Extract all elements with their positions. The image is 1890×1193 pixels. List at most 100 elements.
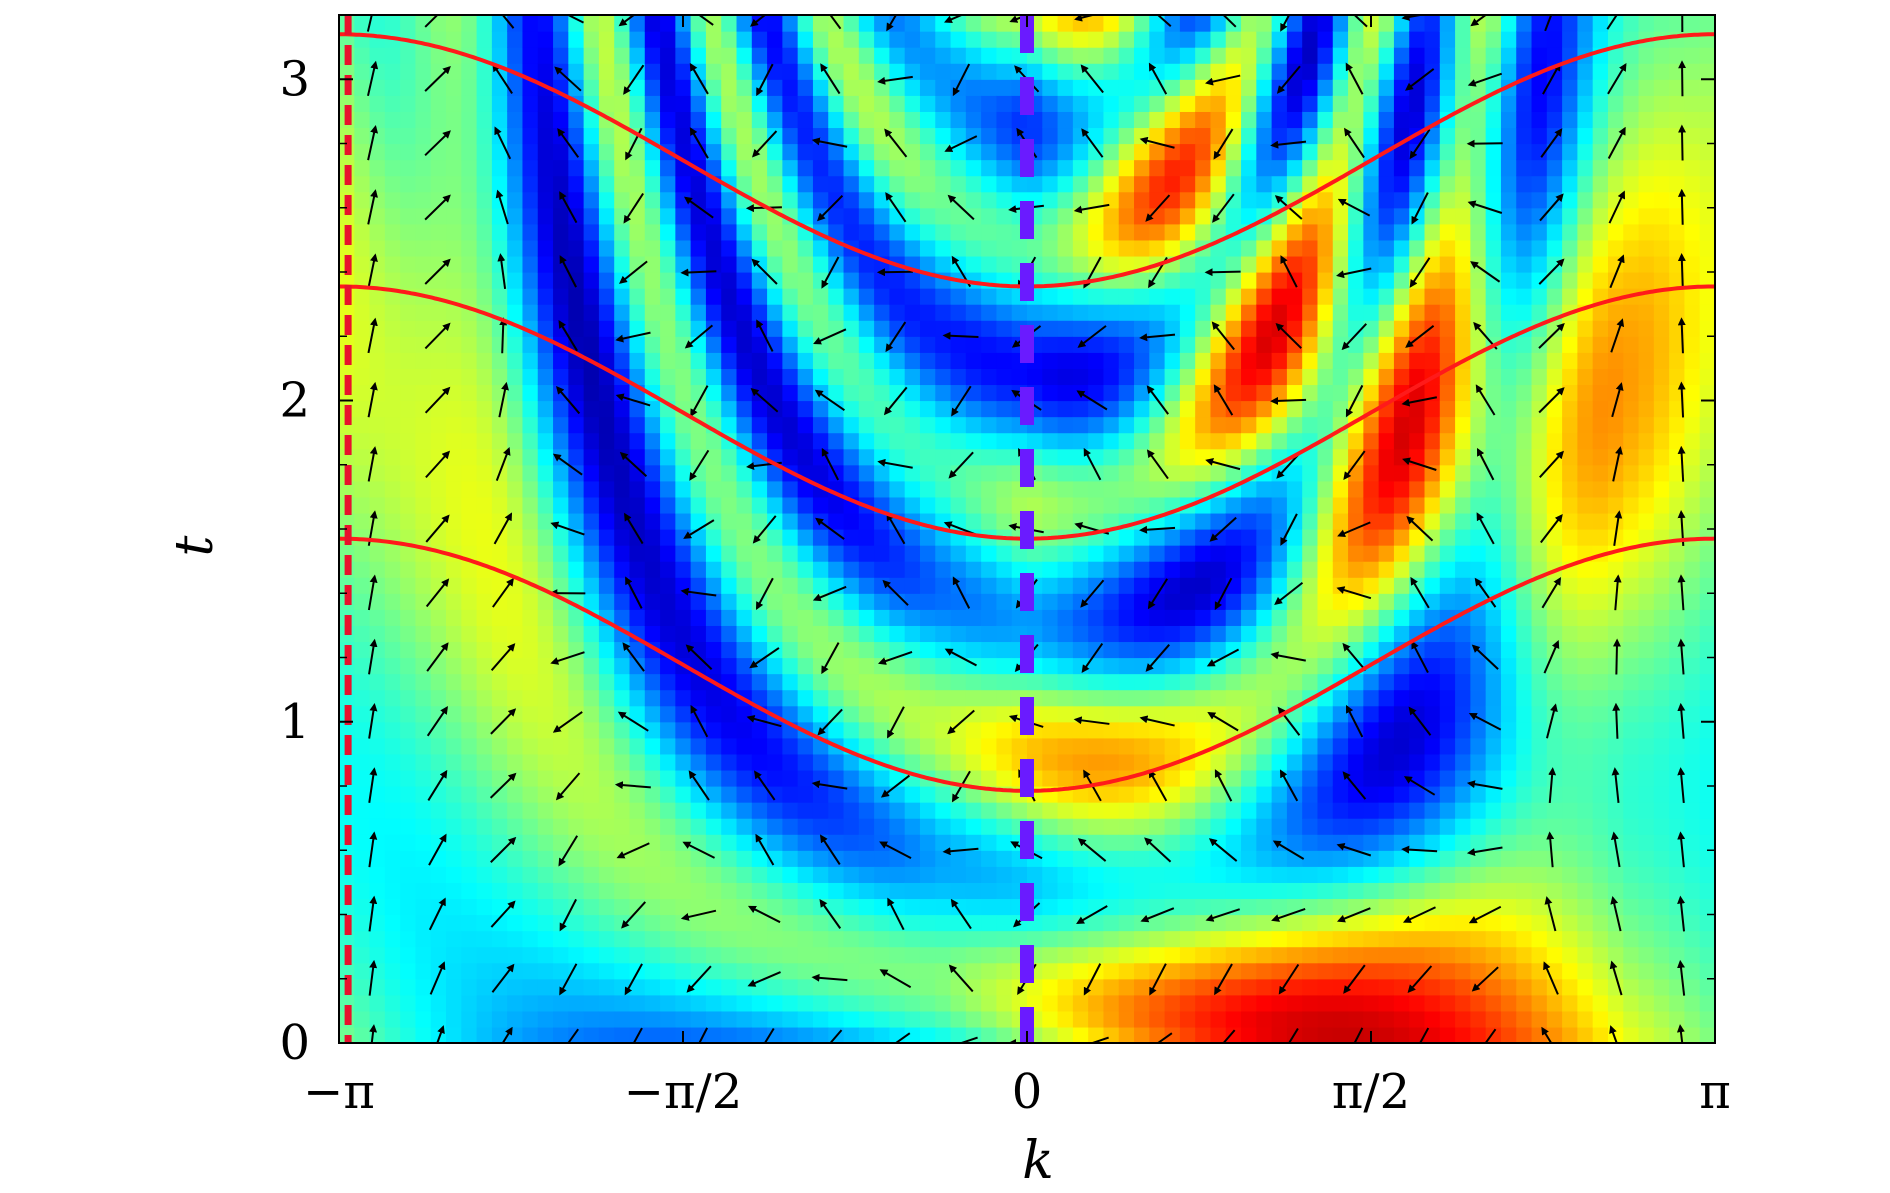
heatmap-cell: [935, 239, 952, 257]
heatmap-cell: [1164, 127, 1181, 145]
heatmap-cell: [1286, 914, 1303, 932]
heatmap-cell: [1348, 191, 1364, 209]
heatmap-cell: [1378, 545, 1395, 562]
heatmap-cell: [522, 175, 539, 193]
heatmap-cell: [553, 304, 569, 321]
heatmap-cell: [491, 480, 508, 498]
heatmap-cell: [1210, 496, 1227, 514]
heatmap-cell: [461, 769, 478, 787]
heatmap-cell: [858, 769, 875, 787]
heatmap-cell: [1485, 946, 1502, 964]
heatmap-cell: [797, 962, 814, 980]
heatmap-cell: [935, 63, 952, 80]
heatmap-cell: [537, 753, 554, 771]
heatmap-cell: [522, 47, 539, 64]
heatmap-cell: [1378, 657, 1395, 675]
heatmap-cell: [384, 802, 401, 819]
heatmap-cell: [1118, 448, 1135, 466]
heatmap-cell: [1485, 753, 1502, 771]
heatmap-cell: [583, 79, 600, 96]
heatmap-cell: [1393, 609, 1410, 626]
heatmap-cell: [782, 239, 799, 257]
heatmap-cell: [751, 384, 768, 402]
heatmap-cell: [828, 673, 845, 691]
heatmap-cell: [736, 673, 753, 691]
heatmap-cell: [1286, 464, 1303, 482]
heatmap-cell: [1210, 272, 1227, 289]
heatmap-cell: [583, 464, 600, 482]
heatmap-cell: [1317, 288, 1334, 305]
heatmap-cell: [935, 175, 952, 193]
heatmap-cell: [1225, 159, 1242, 177]
heatmap-cell: [1225, 207, 1242, 225]
heatmap-cell: [965, 802, 982, 819]
heatmap-cell: [1271, 818, 1288, 835]
heatmap-cell: [1118, 737, 1135, 755]
heatmap-cell: [919, 47, 936, 64]
heatmap-cell: [1210, 914, 1227, 932]
heatmap-cell: [996, 79, 1013, 96]
heatmap-cell: [644, 175, 661, 193]
heatmap-cell: [369, 175, 386, 193]
heatmap-cell: [583, 737, 600, 755]
heatmap-cell: [522, 866, 539, 883]
heatmap-cell: [629, 47, 646, 64]
heatmap-cell: [1057, 978, 1074, 996]
heatmap-cell: [1271, 962, 1288, 980]
heatmap-cell: [705, 641, 722, 659]
heatmap-cell: [1256, 545, 1273, 562]
heatmap-cell: [537, 191, 554, 209]
heatmap-cell: [1042, 95, 1059, 112]
heatmap-cell: [675, 625, 692, 643]
heatmap-cell: [782, 384, 799, 402]
heatmap-cell: [1241, 512, 1257, 530]
heatmap-cell: [935, 818, 952, 835]
heatmap-cell: [996, 448, 1013, 466]
heatmap-cell: [354, 641, 371, 659]
heatmap-cell: [369, 15, 386, 32]
heatmap-cell: [1057, 914, 1074, 932]
heatmap-cell: [965, 239, 982, 257]
heatmap-cell: [1088, 946, 1105, 964]
heatmap-cell: [537, 159, 554, 177]
heatmap-cell: [1103, 432, 1120, 450]
heatmap-cell: [1424, 1026, 1441, 1043]
heatmap-cell: [1042, 978, 1059, 996]
heatmap-cell: [1057, 47, 1074, 64]
heatmap-cell: [369, 673, 386, 691]
heatmap-cell: [1027, 673, 1043, 691]
heatmap-cell: [1485, 930, 1502, 948]
heatmap-cell: [1195, 512, 1212, 530]
heatmap-cell: [1225, 1026, 1242, 1043]
heatmap-cell: [1256, 288, 1273, 305]
heatmap-cell: [568, 1010, 585, 1028]
heatmap-cell: [705, 384, 722, 402]
heatmap-cell: [1286, 288, 1303, 305]
heatmap-cell: [690, 914, 707, 932]
heatmap-cell: [965, 464, 982, 482]
heatmap-cell: [1409, 63, 1426, 80]
heatmap-cell: [828, 304, 845, 321]
heatmap-cell: [889, 786, 906, 803]
heatmap-cell: [919, 432, 936, 450]
heatmap-cell: [1271, 159, 1288, 177]
heatmap-cell: [767, 368, 783, 386]
heatmap-cell: [705, 978, 722, 996]
heatmap-cell: [400, 464, 417, 482]
heatmap-cell: [1500, 641, 1517, 659]
heatmap-cell: [1179, 802, 1196, 819]
heatmap-cell: [1363, 47, 1380, 64]
heatmap-cell: [537, 416, 554, 434]
heatmap-cell: [644, 1026, 661, 1043]
heatmap-cell: [1348, 480, 1364, 498]
heatmap-cell: [812, 994, 829, 1012]
heatmap-cell: [950, 994, 967, 1012]
heatmap-cell: [1302, 946, 1319, 964]
heatmap-cell: [660, 834, 676, 851]
heatmap-cell: [1256, 320, 1273, 337]
heatmap-cell: [1500, 802, 1517, 819]
heatmap-cell: [384, 721, 401, 739]
heatmap-cell: [843, 223, 860, 241]
heatmap-cell: [1332, 898, 1349, 916]
heatmap-cell: [1424, 1010, 1441, 1028]
